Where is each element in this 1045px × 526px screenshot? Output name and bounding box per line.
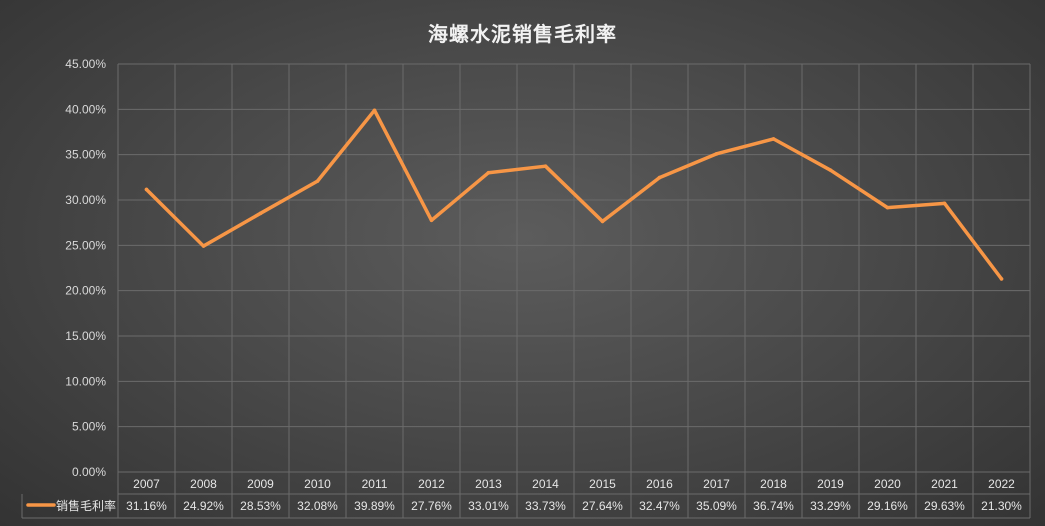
x-tick-label: 2014 [532,477,559,491]
data-point [486,170,491,175]
y-tick-label: 25.00% [65,238,106,252]
table-value-cell: 21.30% [981,499,1022,513]
y-tick-label: 40.00% [65,102,106,116]
legend-label: 销售毛利率 [56,498,116,513]
x-tick-label: 2016 [646,477,673,491]
data-point [600,219,605,224]
table-value-cell: 32.47% [639,499,680,513]
table-value-cell: 29.63% [924,499,965,513]
table-value-cell: 33.73% [525,499,566,513]
y-tick-label: 0.00% [72,465,106,479]
table-value-cell: 35.09% [696,499,737,513]
data-point [543,164,548,168]
x-tick-label: 2013 [475,477,502,491]
data-point [771,137,776,141]
x-tick-label: 2012 [418,477,445,491]
table-value-cell: 24.92% [183,499,224,513]
y-tick-label: 30.00% [65,193,106,207]
data-point [657,175,662,180]
y-tick-label: 45.00% [65,57,106,71]
table-value-cell: 29.16% [867,499,908,513]
data-point [372,108,377,113]
table-value-cell: 28.53% [240,499,281,513]
table-value-cell: 32.08% [297,499,338,513]
table-value-cell: 33.29% [810,499,851,513]
data-point [999,277,1004,281]
y-tick-label: 5.00% [72,420,106,434]
y-tick-label: 35.00% [65,148,106,162]
data-point [201,244,206,248]
x-tick-label: 2021 [931,477,958,491]
x-tick-label: 2018 [760,477,787,491]
y-tick-label: 10.00% [65,374,106,388]
chart-title: 海螺水泥销售毛利率 [428,22,617,46]
y-tick-label: 15.00% [65,329,106,343]
data-point [885,205,890,210]
table-value-cell: 36.74% [753,499,794,513]
data-point [828,168,833,172]
x-tick-label: 2017 [703,477,730,491]
x-tick-label: 2015 [589,477,616,491]
table-value-cell: 39.89% [354,499,395,513]
data-point [258,211,263,216]
x-tick-label: 2007 [133,477,160,491]
data-point [144,187,149,192]
data-point [942,201,947,206]
data-point [429,218,434,223]
table-value-cell: 31.16% [126,499,167,513]
x-tick-label: 2011 [362,477,388,491]
table-value-cell: 27.76% [411,499,452,513]
x-tick-label: 2010 [304,477,331,491]
data-point [714,152,719,156]
series-line [144,108,1004,281]
data-point [315,179,320,183]
x-tick-label: 2008 [190,477,217,491]
x-tick-label: 2020 [874,477,901,491]
table-value-cell: 33.01% [468,499,509,513]
x-tick-label: 2009 [247,477,274,491]
y-tick-label: 20.00% [65,284,106,298]
table-value-cell: 27.64% [582,499,623,513]
x-tick-label: 2019 [817,477,844,491]
x-tick-label: 2022 [988,477,1015,491]
